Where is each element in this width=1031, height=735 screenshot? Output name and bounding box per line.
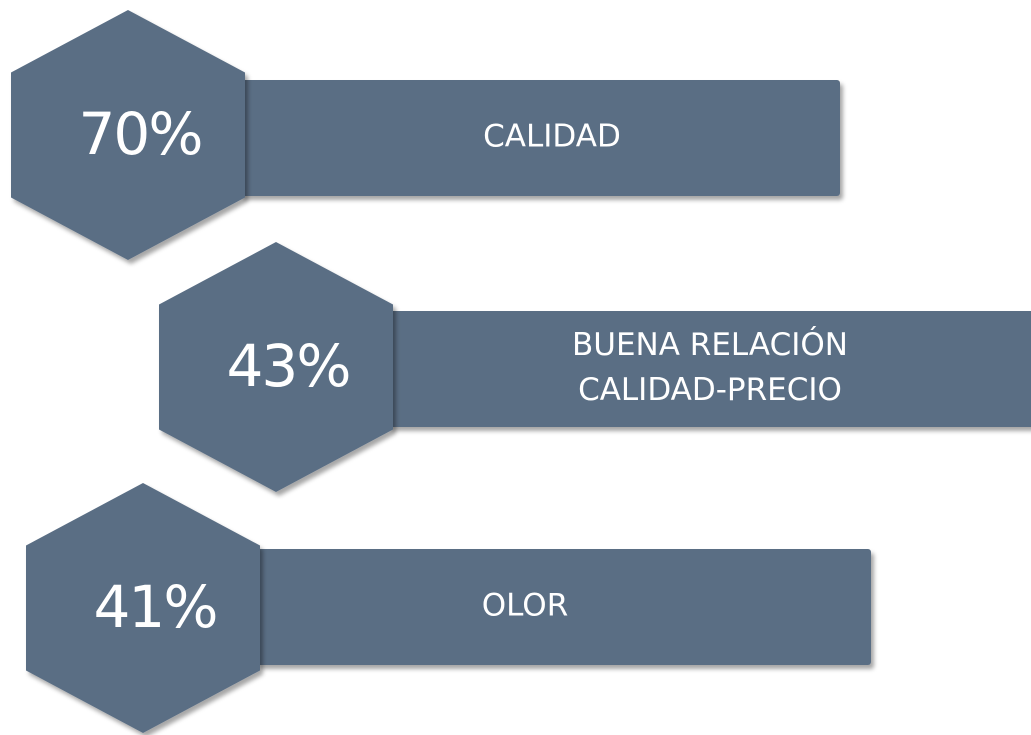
label-bar [240, 80, 840, 196]
percentage: 70% [79, 100, 202, 168]
label: OLOR [482, 588, 569, 624]
label: CALIDAD-PRECIO [578, 372, 842, 408]
label: CALIDAD [483, 119, 621, 155]
percentage: 43% [227, 332, 350, 400]
percentage: 41% [94, 573, 217, 641]
hexagon [159, 242, 393, 492]
label-bar [388, 311, 1031, 427]
label: BUENA RELACIÓN [572, 326, 848, 363]
hexagon [26, 483, 260, 733]
hexagon [11, 10, 245, 260]
label-bar [256, 549, 871, 665]
